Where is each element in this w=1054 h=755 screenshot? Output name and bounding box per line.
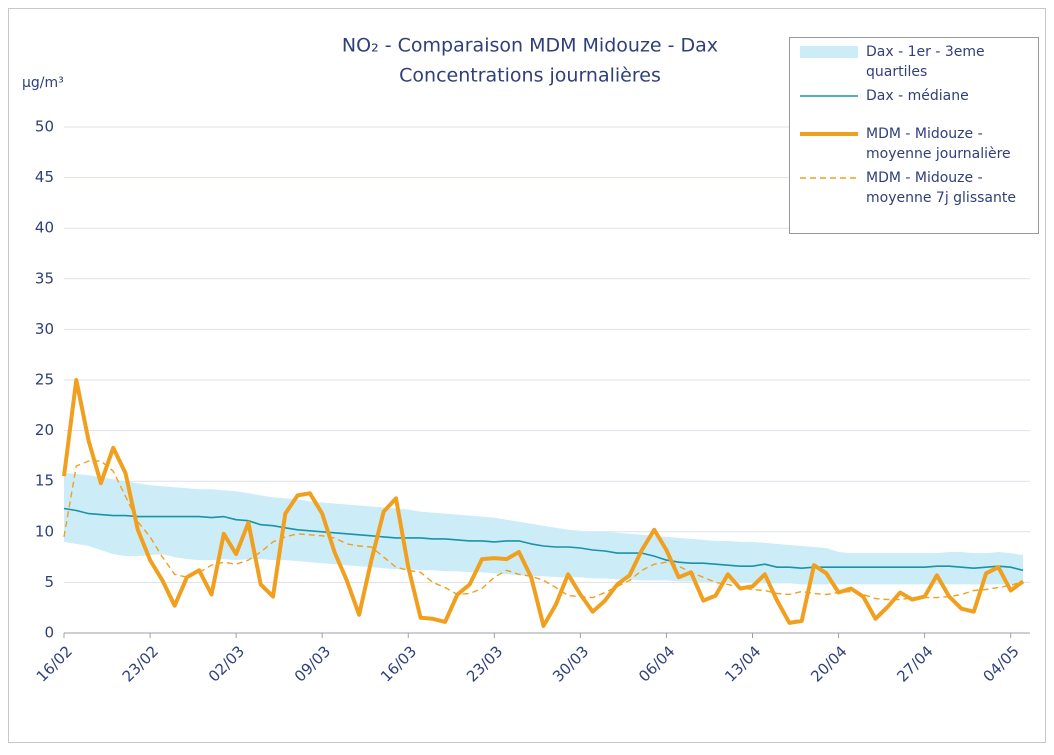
legend-swatch bbox=[800, 132, 858, 136]
legend-label: Dax - médiane bbox=[866, 88, 969, 104]
legend-label: Dax - 1er - 3eme quartiles bbox=[866, 44, 985, 80]
legend-swatch bbox=[800, 177, 858, 179]
y-tick-label: 10 bbox=[35, 522, 54, 540]
chart-subtitle: Concentrations journalières bbox=[399, 65, 661, 87]
y-tick-label: 45 bbox=[35, 168, 54, 186]
legend-item: Dax - médiane bbox=[800, 86, 1032, 106]
series-line bbox=[63, 507, 1024, 572]
legend-label: MDM - Midouze - moyenne journalière bbox=[866, 126, 1011, 162]
y-tick-label: 40 bbox=[35, 219, 54, 237]
legend-label: MDM - Midouze - moyenne 7j glissante bbox=[866, 170, 1016, 206]
y-tick-label: 15 bbox=[35, 472, 54, 490]
y-tick-label: 25 bbox=[35, 371, 54, 389]
y-tick-label: 30 bbox=[35, 320, 54, 338]
legend-swatch-fill bbox=[800, 46, 858, 58]
legend: Dax - 1er - 3eme quartiles Dax - médiane M… bbox=[789, 37, 1039, 234]
y-tick-label: 0 bbox=[44, 624, 54, 642]
legend-item: Dax - 1er - 3eme quartiles bbox=[800, 42, 1032, 82]
y-tick-label: 5 bbox=[44, 573, 54, 591]
y-axis-label: µg/m³ bbox=[22, 75, 64, 91]
legend-swatch bbox=[800, 95, 858, 97]
legend-swatch bbox=[800, 46, 858, 58]
y-tick-label: 35 bbox=[35, 269, 54, 287]
y-tick-label: 50 bbox=[35, 118, 54, 136]
legend-item: MDM - Midouze - moyenne 7j glissante bbox=[800, 168, 1032, 208]
legend-item: MDM - Midouze - moyenne journalière bbox=[800, 124, 1032, 164]
series-line bbox=[62, 378, 1025, 628]
y-tick-label: 20 bbox=[35, 421, 54, 439]
chart-title: NO₂ - Comparaison MDM Midouze - Dax bbox=[342, 35, 718, 57]
quartile-band bbox=[64, 473, 1023, 585]
